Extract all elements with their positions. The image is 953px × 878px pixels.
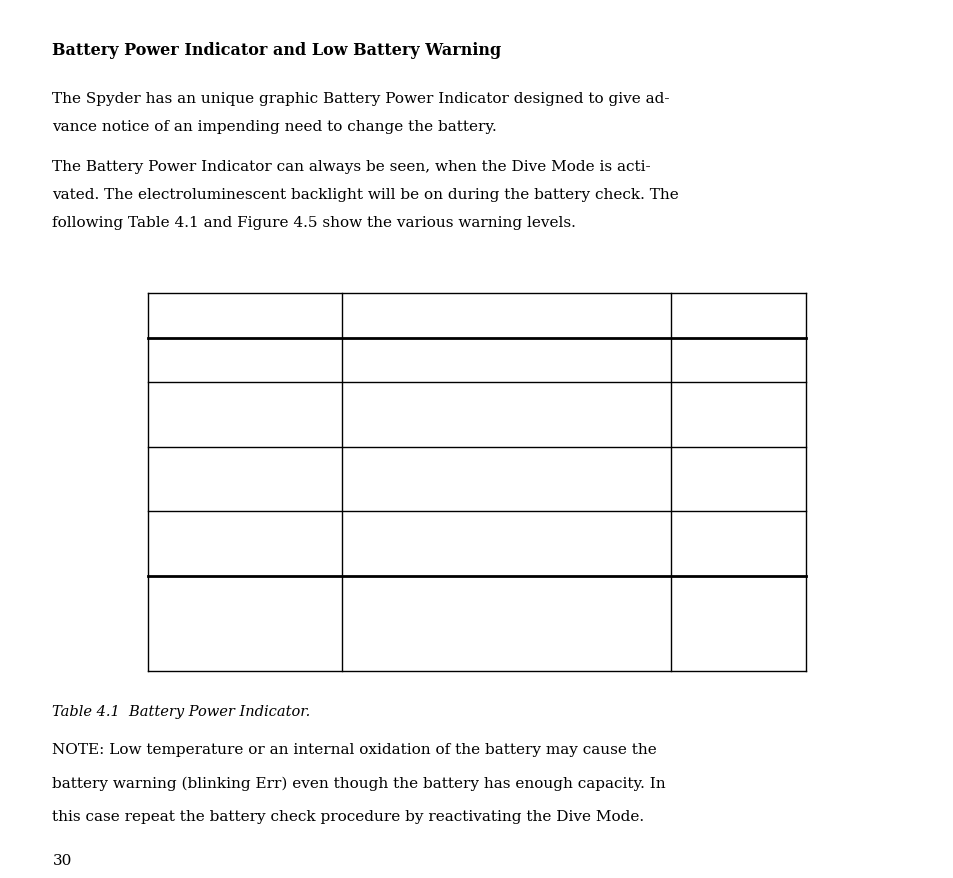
Text: Table 4.1  Battery Power Indicator.: Table 4.1 Battery Power Indicator. — [52, 704, 311, 718]
Text: battery warning (blinking Err) even though the battery has enough capacity. In: battery warning (blinking Err) even thou… — [52, 775, 665, 789]
Text: NOTE: Low temperature or an internal oxidation of the battery may cause the: NOTE: Low temperature or an internal oxi… — [52, 742, 657, 756]
Text: The Battery Power Indicator can always be seen, when the Dive Mode is acti-: The Battery Power Indicator can always b… — [52, 160, 650, 174]
Text: The Spyder has an unique graphic Battery Power Indicator designed to give ad-: The Spyder has an unique graphic Battery… — [52, 92, 669, 106]
Text: 30: 30 — [52, 853, 71, 867]
Text: Battery Power Indicator and Low Battery Warning: Battery Power Indicator and Low Battery … — [52, 42, 501, 59]
Text: vated. The electroluminescent backlight will be on during the battery check. The: vated. The electroluminescent backlight … — [52, 188, 679, 202]
Text: vance notice of an impending need to change the battery.: vance notice of an impending need to cha… — [52, 120, 497, 134]
Text: this case repeat the battery check procedure by reactivating the Dive Mode.: this case repeat the battery check proce… — [52, 809, 644, 823]
Text: following Table 4.1 and Figure 4.5 show the various warning levels.: following Table 4.1 and Figure 4.5 show … — [52, 216, 576, 230]
